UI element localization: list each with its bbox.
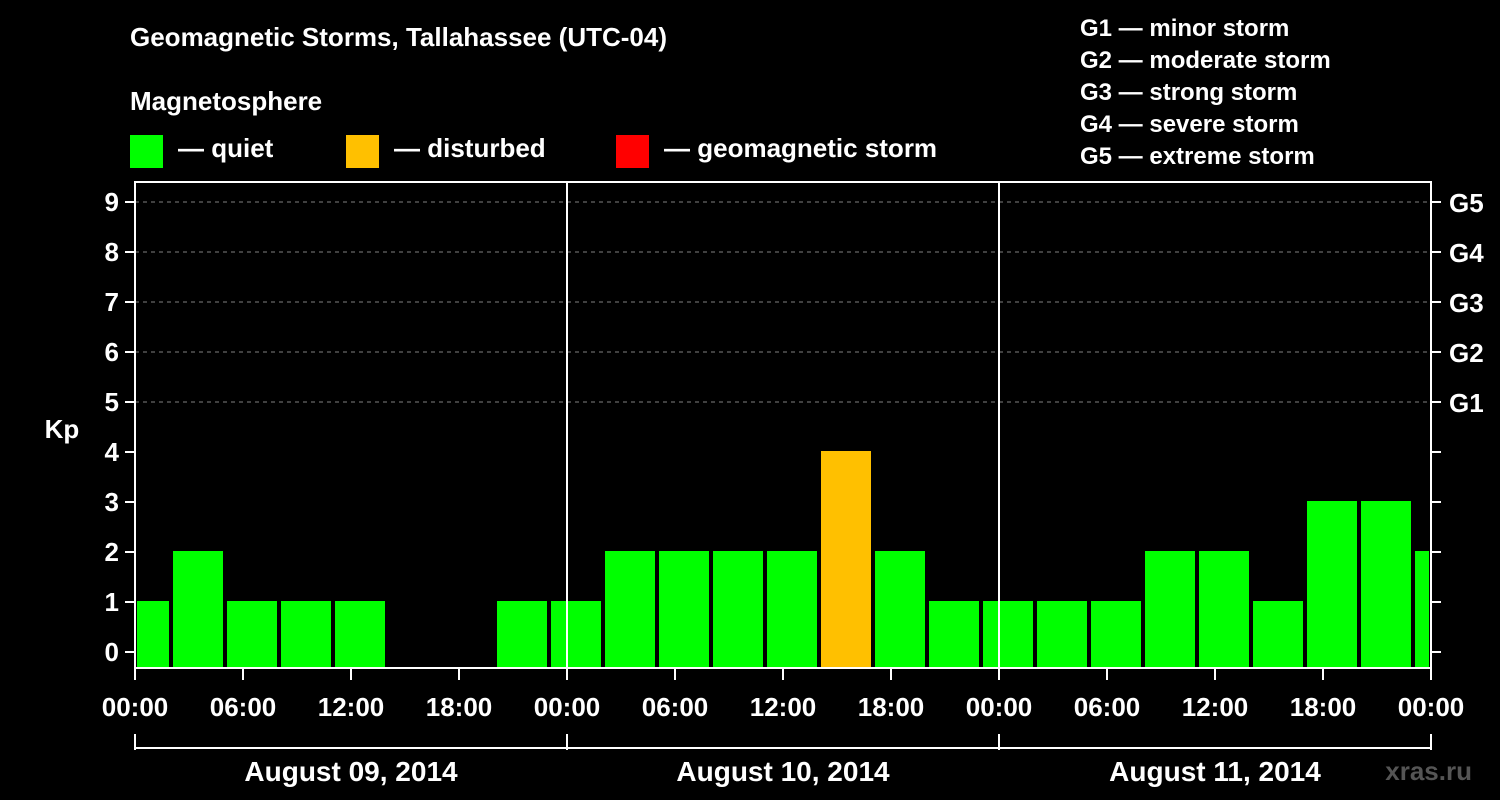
bar-10 (659, 551, 709, 668)
bar-19 (1145, 551, 1195, 668)
bar-4 (335, 601, 385, 668)
legend-heading: Magnetosphere (130, 86, 323, 116)
right-label-g4: G4 (1449, 238, 1484, 268)
xtick-label-6: 12:00 (750, 692, 817, 722)
bar-0 (137, 601, 169, 668)
bar-21 (1253, 601, 1303, 668)
xtick-label-12: 00:00 (1398, 692, 1465, 722)
y-axis-label: Kp (45, 414, 80, 444)
ytick-label-2: 2 (105, 537, 119, 567)
bar-16 (983, 601, 1033, 668)
storm-scale-g5: G5 — extreme storm (1080, 143, 1315, 170)
storm-scale-g4: G4 — severe storm (1080, 111, 1299, 138)
ytick-label-1: 1 (105, 587, 119, 617)
storm-scale-g3: G3 — strong storm (1080, 79, 1298, 106)
xtick-label-7: 18:00 (858, 692, 925, 722)
xtick-label-11: 18:00 (1290, 692, 1357, 722)
bar-11 (713, 551, 763, 668)
bar-8 (551, 601, 601, 668)
xtick-label-1: 06:00 (210, 692, 277, 722)
right-label-g3: G3 (1449, 288, 1484, 318)
ytick-label-8: 8 (105, 237, 119, 267)
bar-3 (281, 601, 331, 668)
bar-22 (1307, 501, 1357, 668)
legend-label-disturbed: — disturbed (394, 133, 546, 163)
day-label-1: August 10, 2014 (676, 756, 890, 787)
ytick-label-6: 6 (105, 337, 119, 367)
day-label-2: August 11, 2014 (1109, 756, 1321, 787)
bar-7 (497, 601, 547, 668)
day-label-0: August 09, 2014 (244, 756, 458, 787)
ytick-label-0: 0 (105, 637, 119, 667)
bar-2 (227, 601, 277, 668)
right-label-g1: G1 (1449, 388, 1484, 418)
bar-20 (1199, 551, 1249, 668)
bar-23 (1361, 501, 1411, 668)
bar-9 (605, 551, 655, 668)
legend-swatch-disturbed (346, 135, 379, 168)
storm-scale-g1: G1 — minor storm (1080, 15, 1290, 42)
right-label-g5: G5 (1449, 188, 1484, 218)
storm-scale-g2: G2 — moderate storm (1080, 47, 1331, 74)
ytick-label-4: 4 (105, 437, 120, 467)
xtick-label-8: 00:00 (966, 692, 1033, 722)
ytick-label-5: 5 (105, 387, 119, 417)
legend-swatch-storm (616, 135, 649, 168)
legend-label-storm: — geomagnetic storm (664, 133, 938, 163)
xtick-label-4: 00:00 (534, 692, 601, 722)
xtick-label-0: 00:00 (102, 692, 169, 722)
bar-12 (767, 551, 817, 668)
xtick-label-3: 18:00 (426, 692, 493, 722)
xtick-label-2: 12:00 (318, 692, 385, 722)
xtick-label-5: 06:00 (642, 692, 709, 722)
ytick-label-9: 9 (105, 187, 119, 217)
xtick-label-9: 06:00 (1074, 692, 1141, 722)
bar-24 (1415, 551, 1429, 668)
bar-17 (1037, 601, 1087, 668)
bar-15 (929, 601, 979, 668)
watermark: xras.ru (1385, 756, 1472, 786)
bar-1 (173, 551, 223, 668)
ytick-label-3: 3 (105, 487, 119, 517)
xtick-label-10: 12:00 (1182, 692, 1249, 722)
right-label-g2: G2 (1449, 338, 1484, 368)
chart-title: Geomagnetic Storms, Tallahassee (UTC-04) (130, 22, 668, 52)
bar-18 (1091, 601, 1141, 668)
bar-14 (875, 551, 925, 668)
bar-13 (821, 451, 871, 668)
legend-label-quiet: — quiet (178, 133, 274, 163)
ytick-label-7: 7 (105, 287, 119, 317)
legend-swatch-quiet (130, 135, 163, 168)
